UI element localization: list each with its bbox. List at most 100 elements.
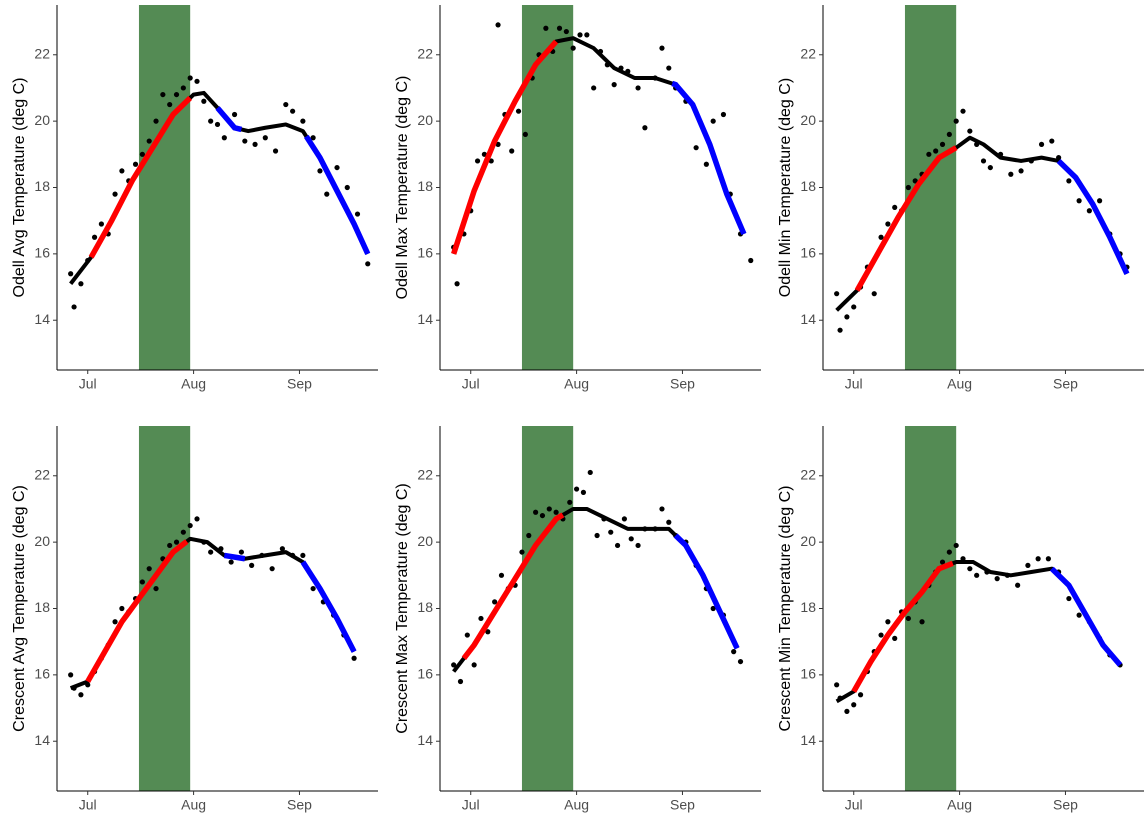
data-point: [139, 579, 145, 585]
data-point: [539, 512, 546, 519]
data-point: [310, 585, 316, 592]
data-point: [642, 125, 648, 131]
x-tick-label: Sep: [670, 376, 695, 392]
data-point: [454, 281, 460, 287]
data-point: [857, 692, 864, 698]
y-tick-label: 20: [34, 533, 50, 549]
x-tick-label: Sep: [670, 797, 695, 813]
data-point: [905, 184, 911, 191]
data-point: [485, 629, 491, 635]
data-point: [509, 148, 515, 154]
data-point: [953, 542, 959, 549]
y-tick-label: 20: [800, 533, 816, 549]
data-point: [269, 566, 275, 572]
data-point: [112, 619, 118, 625]
data-point: [980, 158, 987, 164]
data-point: [187, 75, 193, 81]
data-point: [628, 536, 634, 542]
y-tick-label: 18: [417, 599, 433, 615]
data-point: [221, 135, 227, 141]
data-point: [78, 281, 84, 287]
data-point: [68, 672, 74, 678]
data-point: [553, 509, 559, 515]
data-point: [563, 28, 569, 35]
data-point: [967, 128, 973, 134]
data-point: [214, 121, 221, 128]
data-point: [871, 291, 877, 297]
data-point: [1018, 168, 1024, 174]
data-point: [611, 82, 617, 88]
data-point: [580, 489, 587, 495]
data-point: [519, 549, 525, 555]
data-point: [310, 135, 316, 141]
data-point: [635, 85, 641, 91]
data-point: [464, 632, 470, 638]
y-tick-label: 22: [800, 45, 816, 61]
data-point: [98, 221, 104, 227]
data-point: [834, 291, 840, 297]
y-tick-label: 20: [34, 112, 50, 128]
data-point: [546, 506, 552, 512]
y-tick-label: 20: [417, 533, 433, 549]
data-point: [231, 111, 238, 118]
data-point: [837, 327, 843, 333]
y-tick-label: 22: [800, 466, 816, 482]
data-point: [119, 605, 125, 612]
data-point: [252, 141, 258, 147]
data-point: [960, 556, 966, 562]
x-tick-label: Aug: [947, 376, 972, 392]
data-point: [710, 605, 716, 612]
data-point: [731, 649, 737, 655]
panel: 14 16 18 20 22 Jul Aug Sep Crescent Min Temperat…: [777, 426, 1144, 813]
data-point: [522, 131, 528, 138]
data-point: [526, 532, 532, 539]
data-point: [834, 682, 840, 688]
data-point: [272, 148, 279, 154]
data-point: [851, 702, 857, 708]
smooth-highlight: [461, 512, 565, 660]
x-tick-label: Aug: [181, 376, 206, 392]
data-point: [515, 108, 522, 114]
data-point: [967, 566, 973, 572]
data-point: [1049, 138, 1055, 144]
y-tick-label: 14: [417, 311, 433, 327]
smooth-highlight: [1056, 158, 1130, 275]
smooth-highlight: [451, 39, 559, 255]
smooth-line: [69, 536, 356, 691]
data-point: [666, 65, 672, 71]
y-tick-label: 18: [417, 178, 433, 194]
panel: 14 16 18 20 22 Jul Aug Sep Odell Max Temperature…: [394, 5, 761, 392]
data-point: [693, 145, 699, 151]
smooth-highlight: [223, 552, 246, 562]
data-point: [737, 658, 744, 665]
panel: 14 16 18 20 22 Jul Aug Sep Crescent Max Temperat…: [394, 426, 761, 813]
smooth-highlight: [1049, 566, 1123, 667]
data-point: [1025, 562, 1031, 568]
data-point: [71, 304, 77, 310]
data-point: [279, 546, 285, 552]
smooth-highlight: [851, 560, 954, 693]
data-point: [78, 692, 84, 698]
data-point: [194, 516, 200, 522]
y-tick-label: 14: [34, 311, 50, 327]
smooth-line: [69, 90, 370, 285]
data-point: [666, 519, 672, 525]
y-tick-label: 20: [417, 112, 433, 128]
data-point: [851, 304, 857, 310]
data-point: [939, 559, 946, 565]
data-point: [892, 635, 898, 641]
data-point: [324, 191, 330, 197]
data-point: [119, 168, 125, 174]
data-point: [584, 32, 590, 38]
data-point: [748, 257, 754, 264]
data-point: [878, 632, 884, 638]
data-point: [146, 138, 152, 144]
data-point: [283, 101, 289, 108]
data-point: [146, 566, 152, 572]
panel: 14 16 18 20 22 Jul Aug Sep Odell Avg Temperature…: [11, 5, 378, 392]
highlight-band: [138, 426, 191, 791]
highlight-band: [138, 5, 191, 370]
data-point: [351, 655, 357, 661]
data-point: [912, 178, 918, 184]
highlight-band: [904, 426, 957, 791]
